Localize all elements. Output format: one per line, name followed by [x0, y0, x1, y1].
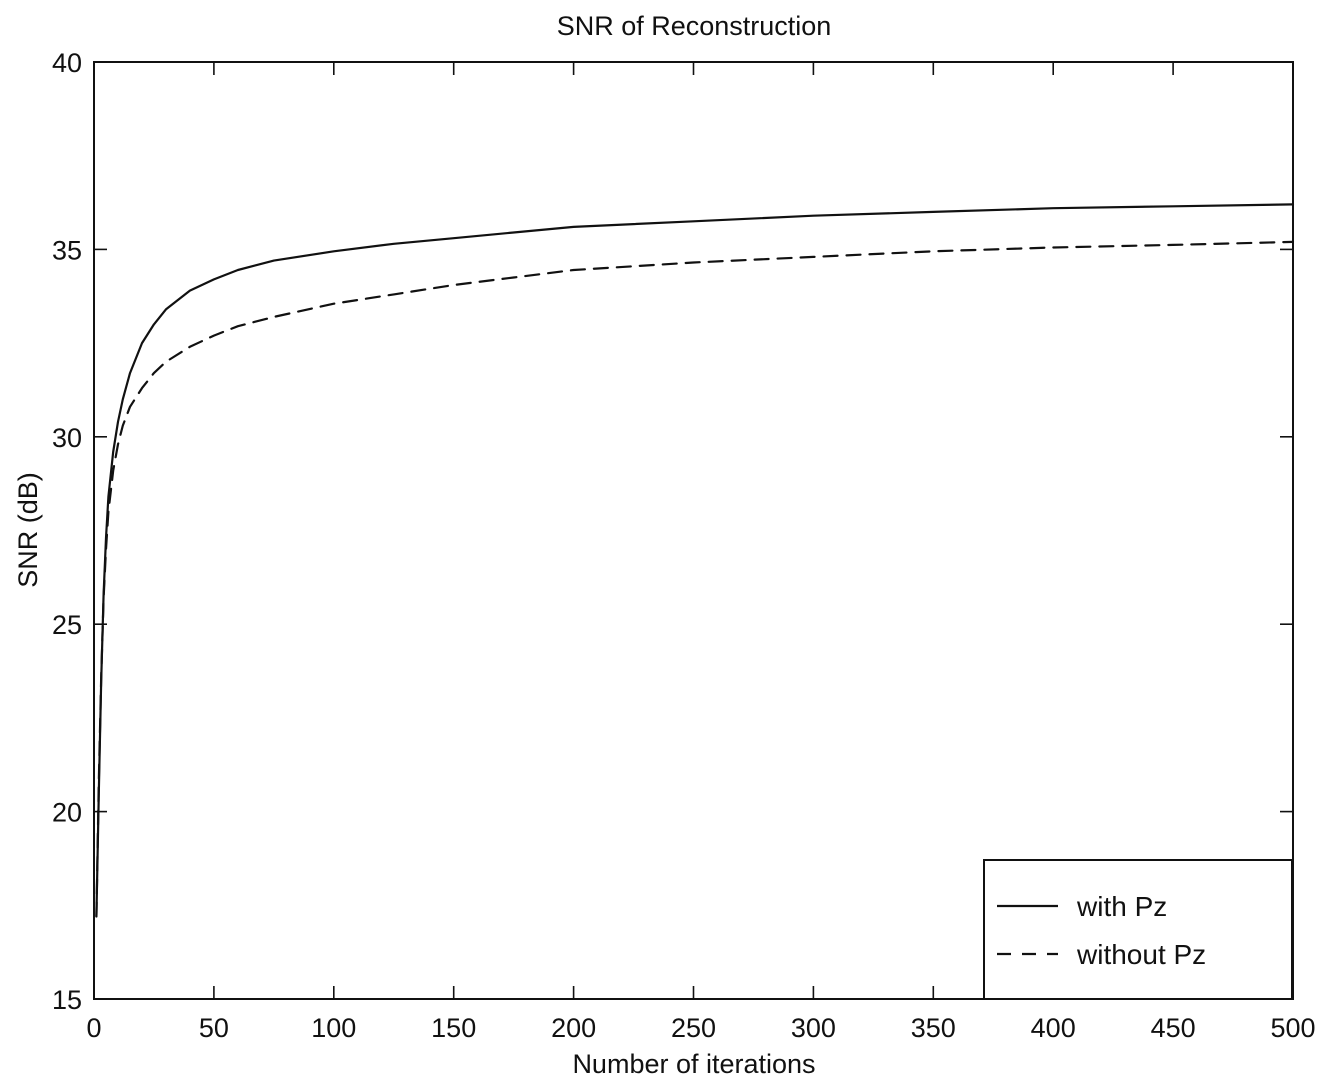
y-axis-title: SNR (dB) [13, 472, 43, 588]
x-tick-label: 150 [431, 1013, 476, 1043]
legend-label-with-pz: with Pz [1076, 891, 1167, 922]
x-tick-label: 100 [311, 1013, 356, 1043]
chart-title: SNR of Reconstruction [557, 11, 832, 41]
x-tick-label: 300 [791, 1013, 836, 1043]
x-tick-label: 350 [911, 1013, 956, 1043]
legend-box [983, 859, 1293, 1000]
legend: with Pz without Pz [983, 859, 1293, 1000]
x-axis-title: Number of iterations [572, 1049, 815, 1079]
x-tick-label: 0 [86, 1013, 101, 1043]
x-tick-label: 50 [199, 1013, 229, 1043]
y-tick-label: 20 [52, 798, 82, 828]
axis-ticks: 0 50 100 150 200 250 300 350 400 450 500 15 20 25 30 35… [52, 48, 1316, 1043]
y-tick-label: 30 [52, 423, 82, 453]
plot-area [93, 61, 1294, 1000]
y-tick-label: 40 [52, 48, 82, 78]
x-tick-label: 250 [671, 1013, 716, 1043]
x-tick-label: 450 [1151, 1013, 1196, 1043]
series-layer [95, 203, 1295, 918]
x-tick-label: 400 [1031, 1013, 1076, 1043]
y-tick-label: 35 [52, 235, 82, 265]
x-tick-label: 500 [1270, 1013, 1315, 1043]
series-line-without-pz [95, 240, 1295, 918]
legend-label-without-pz: without Pz [1076, 939, 1206, 970]
y-tick-label: 25 [52, 610, 82, 640]
y-tick-label: 15 [52, 985, 82, 1015]
x-tick-label: 200 [551, 1013, 596, 1043]
